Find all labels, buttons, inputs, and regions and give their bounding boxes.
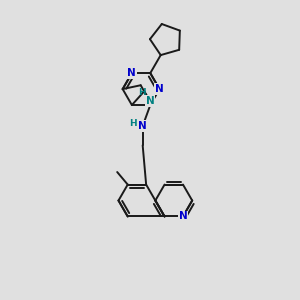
Text: N: N <box>138 121 147 131</box>
Text: N: N <box>155 84 164 94</box>
Text: H: H <box>129 118 137 127</box>
Text: N: N <box>178 212 188 221</box>
Text: N: N <box>146 96 154 106</box>
Text: H: H <box>138 88 146 98</box>
Text: N: N <box>128 68 136 78</box>
